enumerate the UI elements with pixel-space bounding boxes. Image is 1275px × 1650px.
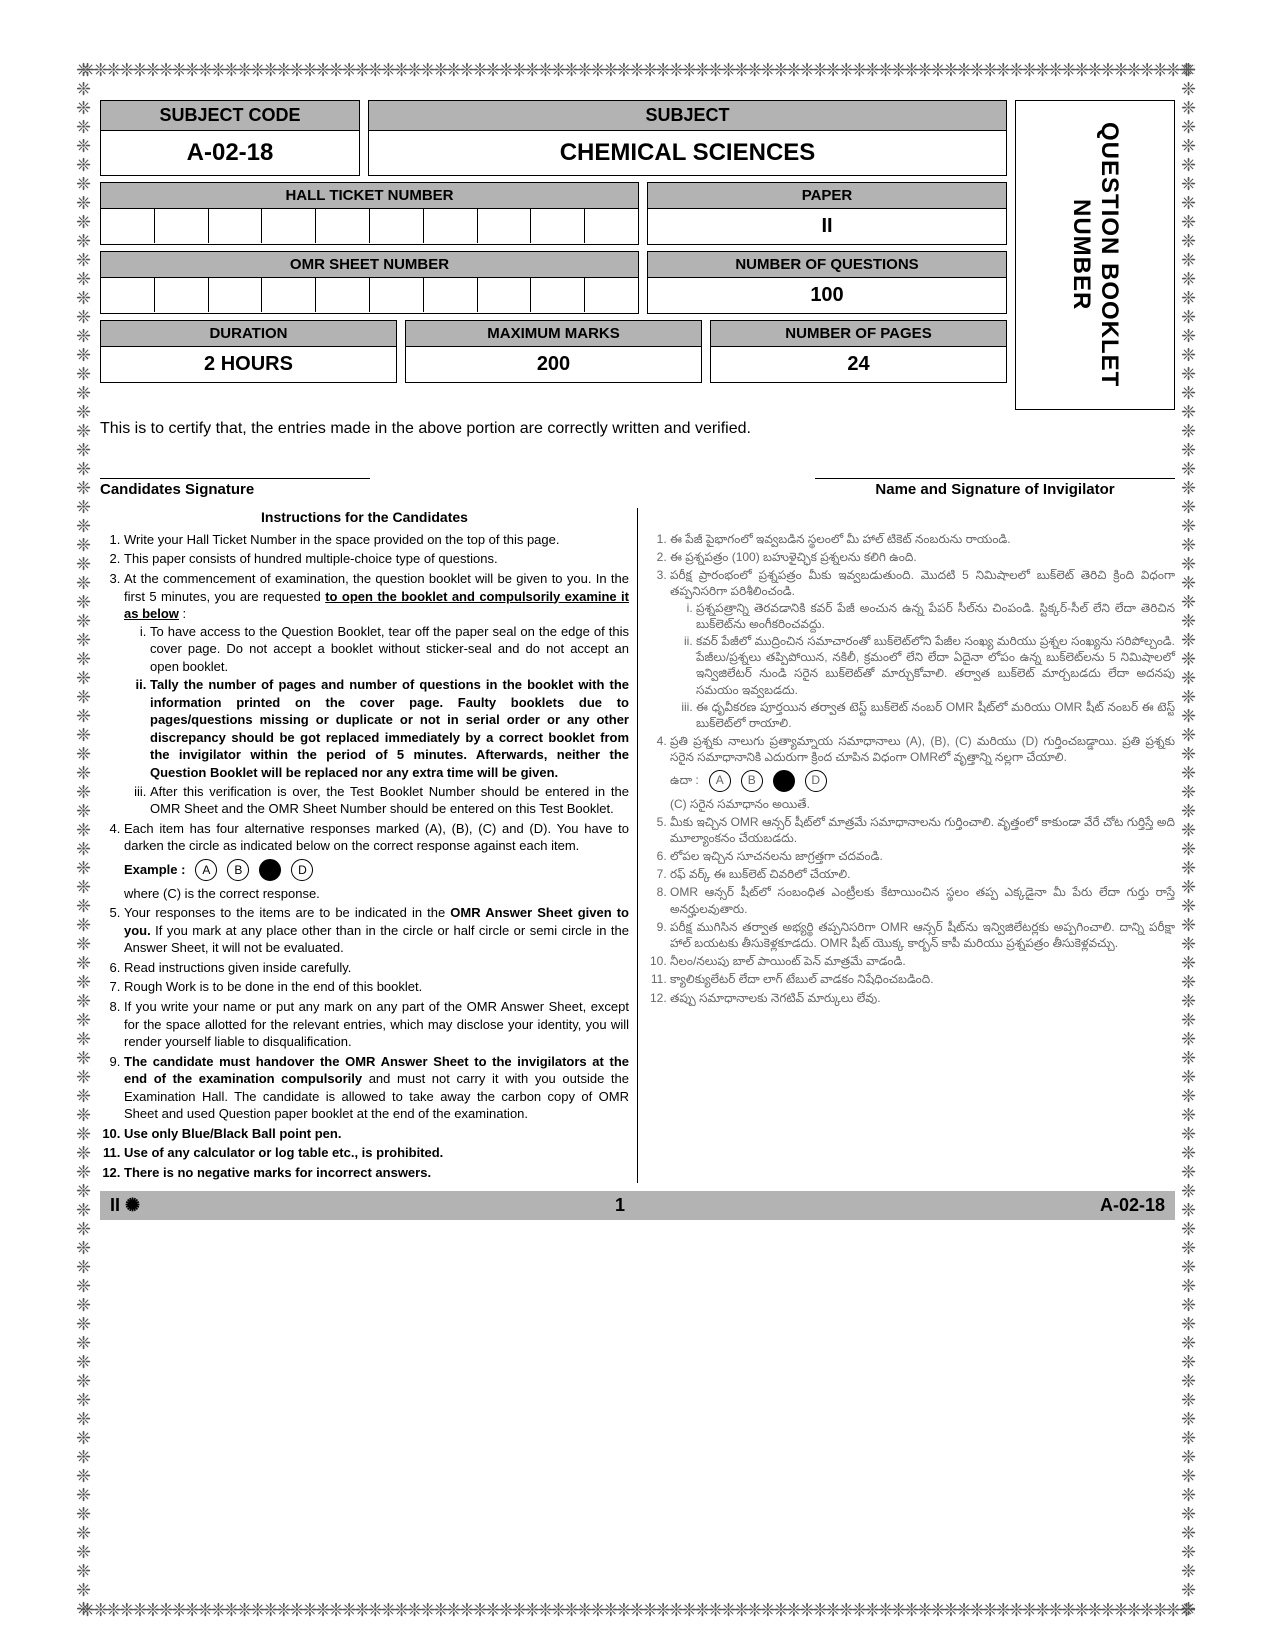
instr-te-4: ప్రతి ప్రశ్నకు నాలుగు ప్రత్యామ్నాయ సమాధా… [670,733,1175,812]
instructions-telugu: . ఈ పేజీ పైభాగంలో ఇవ్వబడిన స్థలంలో మీ హా… [646,508,1175,1183]
instr-en-3ii: Tally the number of pages and number of … [150,676,629,781]
subject-code-box: SUBJECT CODE A-02-18 [100,100,360,176]
option-b-te: B [741,770,763,792]
instr-te-12: తప్పు సమాధానాలకు నెగటివ్ మార్కులు లేవు. [670,990,1175,1006]
num-questions-label: NUMBER OF QUESTIONS [648,252,1006,278]
instructions-english: Instructions for the Candidates Write yo… [100,508,638,1183]
border-bottom: ❈❈❈❈❈❈❈❈❈❈❈❈❈❈❈❈❈❈❈❈❈❈❈❈❈❈❈❈❈❈❈❈❈❈❈❈❈❈❈❈… [80,1600,1195,1620]
hall-ticket-cells[interactable] [101,209,638,243]
question-booklet-number-box: QUESTION BOOKLET NUMBER [1015,100,1175,410]
instr-en-3i: To have access to the Question Booklet, … [150,623,629,676]
invigilator-signature-label: Name and Signature of Invigilator [815,478,1175,498]
hall-ticket-label: HALL TICKET NUMBER [101,183,638,209]
instr-en-12: There is no negative marks for incorrect… [124,1164,629,1182]
instr-en-3: At the commencement of examination, the … [124,570,629,818]
max-marks-box: MAXIMUM MARKS 200 [405,320,702,383]
num-pages-label: NUMBER OF PAGES [711,321,1006,347]
option-a-te: A [709,770,731,792]
instr-te-3ii: కవర్ పేజీలో ముద్రించిన సమాచారంతో బుక్‌లె… [696,633,1175,698]
instr-en-9: The candidate must handover the OMR Answ… [124,1053,629,1123]
example-row-en: Example : A B C D [124,859,629,881]
candidate-signature-label: Candidates Signature [100,478,370,498]
example-note-en: where (C) is the correct response. [124,886,320,901]
instr-en-6: Read instructions given inside carefully… [124,959,629,977]
option-b: B [227,859,249,881]
subject-code-value: A-02-18 [101,131,359,175]
instr-te-8: OMR ఆన్సర్ షీట్‌లో సంబంధిత ఎంట్రీలకు కేట… [670,884,1175,916]
example-label-te: ఉదా : [670,772,699,788]
paper-label: PAPER [648,183,1006,209]
signature-row: Candidates Signature Name and Signature … [100,478,1175,498]
num-pages-box: NUMBER OF PAGES 24 [710,320,1007,383]
instr-en-10: Use only Blue/Black Ball point pen. [124,1125,629,1143]
num-pages-value: 24 [711,347,1006,382]
instr-te-3i: ప్రశ్నపత్రాన్ని తెరవడానికి కవర్ పేజీ అంచ… [696,600,1175,632]
option-c-filled: C [259,859,281,881]
instr-en-3iii: After this verification is over, the Tes… [150,783,629,818]
example-note-te: (C) సరైన సమాధానం అయితే. [670,797,810,811]
option-c-filled-te: C [773,770,795,792]
omr-sheet-label: OMR SHEET NUMBER [101,252,638,278]
certify-text: This is to certify that, the entries mad… [100,420,1175,438]
page-footer: II ✺ 1 A-02-18 [100,1191,1175,1220]
paper-value: II [648,209,1006,244]
num-questions-box: NUMBER OF QUESTIONS 100 [647,251,1007,314]
question-booklet-number-label: QUESTION BOOKLET NUMBER [1067,101,1123,409]
option-a: A [195,859,217,881]
instr-te-3: పరీక్ష ప్రారంభంలో ప్రశ్నపత్రం మీకు ఇవ్వబ… [670,567,1175,731]
instr-te-6: లోపల ఇచ్చిన సూచనలను జాగ్రత్తగా చదవండి. [670,848,1175,864]
instr-en-2: This paper consists of hundred multiple-… [124,550,629,568]
hall-ticket-box: HALL TICKET NUMBER [100,182,639,245]
omr-sheet-cells[interactable] [101,278,638,312]
omr-sheet-box: OMR SHEET NUMBER [100,251,639,314]
instr-te-2: ఈ ప్రశ్నపత్రం (100) బహుళైచ్ఛిక ప్రశ్నలను… [670,549,1175,565]
max-marks-value: 200 [406,347,701,382]
instr-te-9: పరీక్ష ముగిసిన తర్వాత అభ్యర్థి తప్పనిసరి… [670,919,1175,951]
instructions-title-en: Instructions for the Candidates [100,508,629,527]
instr-te-3iii: ఈ ధృవీకరణ పూర్తయిన తర్వాత టెస్ట్ బుక్‌లె… [696,699,1175,731]
num-questions-value: 100 [648,278,1006,313]
instr-en-5: Your responses to the items are to be in… [124,904,629,957]
footer-right: A-02-18 [1100,1195,1165,1216]
paper-box: PAPER II [647,182,1007,245]
instr-te-5: మీకు ఇచ్చిన OMR ఆన్సర్ షీట్‌లో మాత్రమే స… [670,814,1175,846]
instr-te-7: రఫ్ వర్క్ ఈ బుక్‌లెట్ చివరిలో చేయాలి. [670,866,1175,882]
instr-en-11: Use of any calculator or log table etc.,… [124,1144,629,1162]
page-content: SUBJECT CODE A-02-18 SUBJECT CHEMICAL SC… [80,70,1195,1230]
instr-en-8: If you write your name or put any mark o… [124,998,629,1051]
header-row: SUBJECT CODE A-02-18 SUBJECT CHEMICAL SC… [100,100,1175,410]
footer-page-number: 1 [615,1195,625,1216]
footer-left: II ✺ [110,1195,140,1216]
instr-te-1: ఈ పేజీ పైభాగంలో ఇవ్వబడిన స్థలంలో మీ హాల్… [670,531,1175,547]
instructions-wrap: Instructions for the Candidates Write yo… [100,508,1175,1183]
subject-box: SUBJECT CHEMICAL SCIENCES [368,100,1007,176]
option-d: D [291,859,313,881]
subject-value: CHEMICAL SCIENCES [369,131,1006,175]
instr-te-10: నీలం/నలుపు బాల్ పాయింట్ పెన్ మాత్రమే వాడ… [670,953,1175,969]
option-d-te: D [805,770,827,792]
max-marks-label: MAXIMUM MARKS [406,321,701,347]
subject-label: SUBJECT [369,101,1006,131]
example-label-en: Example : [124,861,185,879]
instr-en-4: Each item has four alternative responses… [124,820,629,903]
duration-value: 2 HOURS [101,347,396,382]
instr-en-7: Rough Work is to be done in the end of t… [124,978,629,996]
duration-label: DURATION [101,321,396,347]
instr-te-11: క్యాలిక్యులేటర్ లేదా లాగ్ టేబుల్ వాడకం న… [670,971,1175,987]
duration-box: DURATION 2 HOURS [100,320,397,383]
subject-code-label: SUBJECT CODE [101,101,359,131]
instr-en-1: Write your Hall Ticket Number in the spa… [124,531,629,549]
example-row-te: ఉదా : A B C D [670,770,1175,792]
